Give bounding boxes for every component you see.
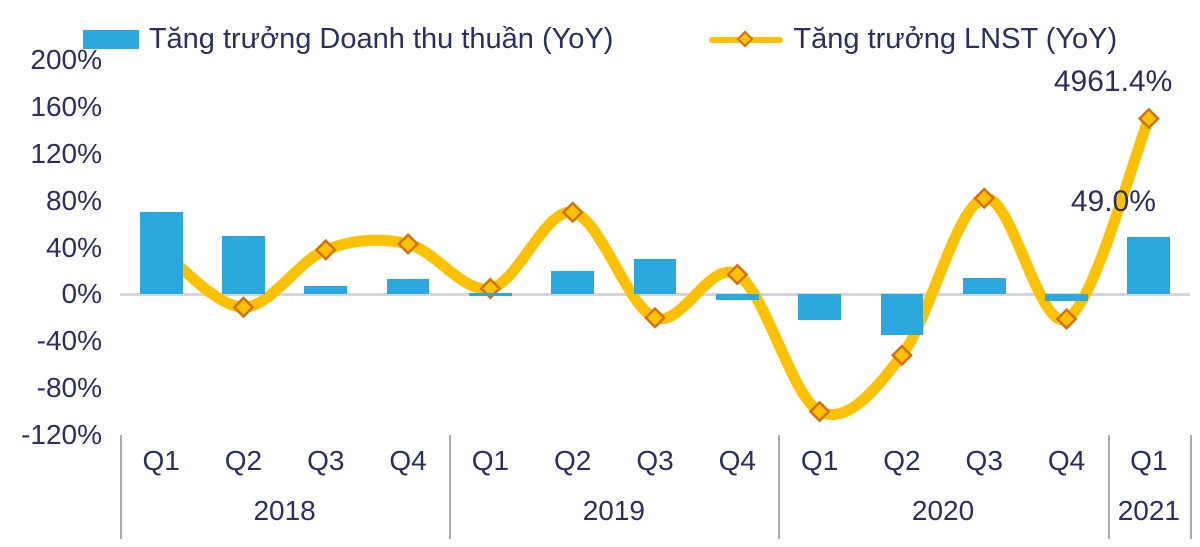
y-axis-tick-label: 120% xyxy=(30,137,102,169)
x-axis-group-separator xyxy=(778,435,781,539)
legend-bar-swatch-icon xyxy=(82,29,139,49)
y-axis-tick-label: -80% xyxy=(36,372,102,404)
x-axis-group-separator xyxy=(120,435,122,539)
data-label: 49.0% xyxy=(1070,184,1156,218)
line-marker-diamond-icon[interactable] xyxy=(808,400,831,423)
line-marker-diamond-icon[interactable] xyxy=(890,344,913,367)
x-axis-year-label: 2018 xyxy=(253,495,316,526)
x-axis-quarter-label: Q3 xyxy=(636,445,674,476)
x-axis-group-separator xyxy=(1107,435,1110,539)
line-marker-diamond-icon[interactable] xyxy=(1137,107,1160,130)
legend-line-swatch-icon xyxy=(709,29,784,49)
y-axis-tick-label: 40% xyxy=(45,231,102,263)
y-axis-tick-label: -40% xyxy=(36,325,102,357)
bar-revenue[interactable] xyxy=(551,270,595,295)
legend-label-revenue: Tăng trưởng Doanh thu thuần (YoY) xyxy=(148,22,614,55)
bar-revenue[interactable] xyxy=(798,294,841,321)
y-axis-tick-label: 160% xyxy=(30,90,102,122)
x-axis-group-separator xyxy=(1190,435,1192,539)
x-axis-group-separator xyxy=(449,435,452,539)
legend-item-profit[interactable]: Tăng trưởng LNST (YoY) xyxy=(709,22,1118,55)
x-axis-quarter-label: Q2 xyxy=(554,445,592,476)
line-marker-diamond-icon[interactable] xyxy=(973,187,996,210)
x-axis-quarter-label: Q2 xyxy=(224,445,263,476)
x-axis-year-label: 2021 xyxy=(1117,495,1180,526)
y-axis-tick-label: -120% xyxy=(21,419,102,450)
data-label: 4961.4% xyxy=(1053,64,1173,98)
y-axis-tick-label: 80% xyxy=(45,184,102,216)
line-series-profit xyxy=(150,107,1160,423)
bar-revenue[interactable] xyxy=(386,279,430,295)
chart-legend: Tăng trưởng Doanh thu thuần (YoY) Tăng t… xyxy=(0,14,1200,64)
bar-revenue[interactable] xyxy=(139,212,183,295)
y-axis-tick-label: 0% xyxy=(61,278,102,310)
bar-revenue[interactable] xyxy=(715,294,759,301)
bar-revenue[interactable] xyxy=(633,259,677,295)
x-axis-year-label: 2020 xyxy=(911,495,975,526)
line-marker-diamond-icon[interactable] xyxy=(232,296,255,319)
x-axis-year-label: 2019 xyxy=(582,495,645,526)
x-axis-quarter-label: Q4 xyxy=(1047,445,1086,476)
legend-item-revenue[interactable]: Tăng trưởng Doanh thu thuần (YoY) xyxy=(82,22,614,55)
y-axis-tick-label: 200% xyxy=(30,44,102,75)
bar-revenue[interactable] xyxy=(304,286,348,295)
line-marker-diamond-icon[interactable] xyxy=(314,238,337,261)
x-axis-quarter-label: Q1 xyxy=(471,445,510,476)
line-marker-diamond-icon[interactable] xyxy=(397,233,420,255)
line-marker-diamond-icon[interactable] xyxy=(644,306,666,329)
x-axis-quarter-label: Q2 xyxy=(883,445,921,476)
bar-revenue[interactable] xyxy=(1127,236,1171,295)
plot-area: 4961.4% 49.0% xyxy=(120,60,1190,435)
bar-revenue[interactable] xyxy=(962,277,1006,295)
x-axis-quarter-label: Q4 xyxy=(718,445,756,476)
x-axis-quarter-label: Q3 xyxy=(965,445,1003,476)
x-axis-quarter-label: Q1 xyxy=(800,445,839,476)
x-axis: Q1 Q2 Q3 Q4 Q1 Q2 Q3 Q4 Q1 Q2 Q3 Q4 Q1 2018 2019 2020 20… xyxy=(120,435,1192,547)
bar-revenue[interactable] xyxy=(468,293,512,297)
x-axis-quarter-label: Q1 xyxy=(1130,445,1168,476)
line-marker-diamond-icon[interactable] xyxy=(561,201,584,224)
x-axis-quarter-label: Q3 xyxy=(307,445,345,476)
legend-label-profit: Tăng trưởng LNST (YoY) xyxy=(793,22,1118,55)
line-marker-diamond-icon[interactable] xyxy=(1055,308,1078,330)
x-axis-quarter-label: Q4 xyxy=(389,445,427,476)
bar-revenue[interactable] xyxy=(880,294,924,336)
y-axis: 200% 160% 120% 80% 40% 0% -40% -80% -120% xyxy=(0,0,112,547)
line-marker-diamond-icon[interactable] xyxy=(726,263,749,286)
x-axis-quarter-label: Q1 xyxy=(142,445,180,476)
bar-revenue[interactable] xyxy=(222,235,265,295)
bar-revenue[interactable] xyxy=(1045,294,1088,302)
